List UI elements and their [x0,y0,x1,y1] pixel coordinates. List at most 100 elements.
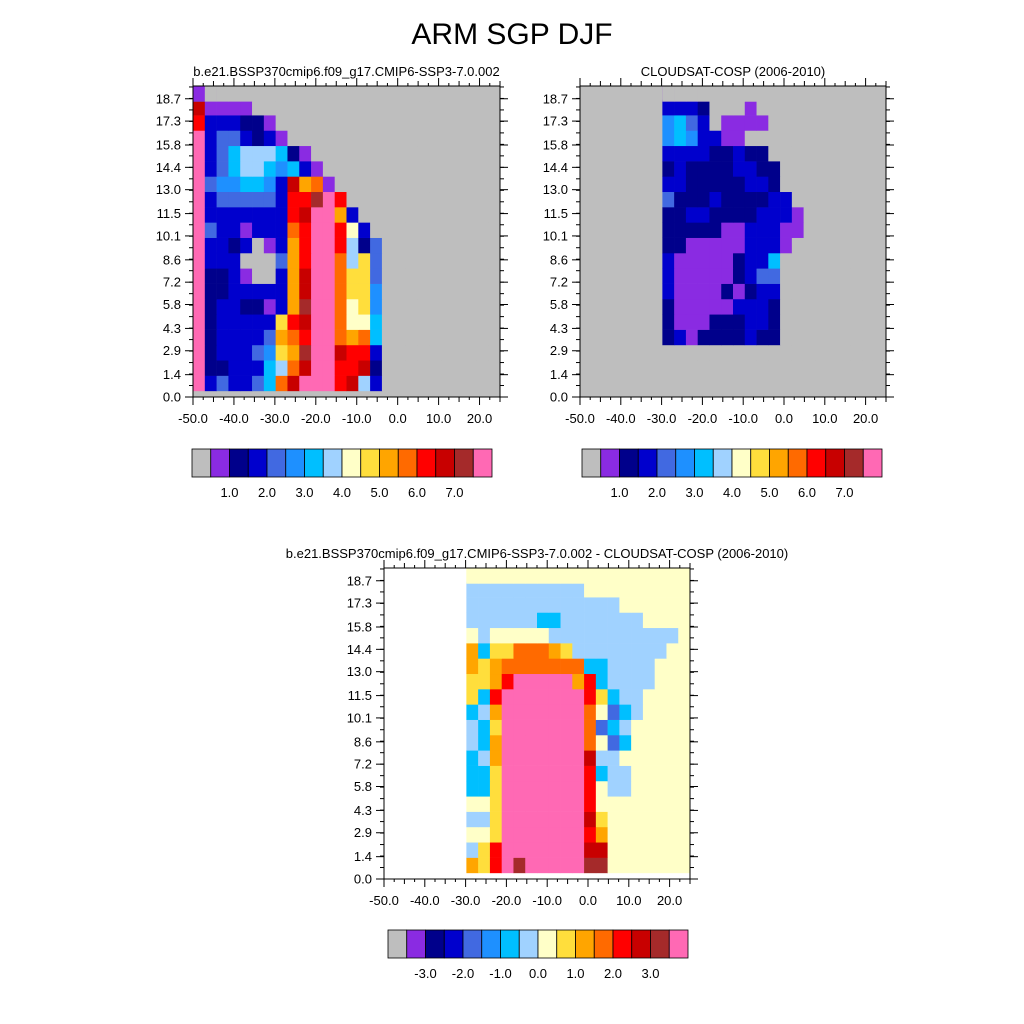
heatmap-cell [405,314,418,330]
heatmap-cell [370,375,383,392]
heatmap-cell [607,734,620,751]
heatmap-cell [501,842,514,858]
heatmap-cell [429,252,442,269]
heatmap-cell [346,298,359,315]
heatmap-cell [299,86,312,102]
heatmap-cell [791,86,804,102]
heatmap-cell [417,222,430,238]
heatmap-cell [440,161,454,177]
heatmap-cell [662,252,675,269]
heatmap-cell [417,99,430,116]
heatmap-cell [838,283,851,300]
heatmap-cell [697,268,710,284]
heatmap-cell [631,811,644,828]
heatmap-cell [417,360,430,376]
heatmap-cell [654,689,667,705]
heatmap-cell [674,191,687,208]
heatmap-cell [791,375,804,392]
heatmap-cell [311,191,324,208]
y-tick-label: 1.4 [550,367,568,382]
heatmap-cell [838,375,851,392]
heatmap-cell [560,597,573,613]
heatmap-cell [216,237,229,254]
heatmap-cell [560,780,573,797]
panel-title: CLOUDSAT-COSP (2006-2010) [641,64,825,79]
heatmap-cell [584,796,597,812]
heatmap-cell [744,237,757,254]
heatmap-cell [595,719,608,736]
heatmap-cell [193,329,206,346]
heatmap-cell [216,314,229,330]
colorbar-label: 1.0 [220,485,238,500]
heatmap-cell [252,161,265,177]
heatmap-cell [560,826,573,843]
y-tick-label: 2.9 [163,343,181,358]
heatmap-cell [685,268,698,284]
heatmap-cell [466,811,479,828]
colorbar-box [266,448,287,478]
heatmap-cell [478,796,491,812]
heatmap-cell [287,329,300,346]
heatmap-cell [452,298,465,315]
heatmap-cell [525,658,538,675]
x-tick-label: -30.0 [451,893,481,908]
heatmap-cell [405,298,418,315]
colorbar-box [631,929,651,959]
heatmap-cell [803,298,816,315]
heatmap-cell [299,130,312,147]
heatmap-cell [466,796,479,812]
heatmap-cell [489,597,502,613]
heatmap-cell [572,826,585,843]
heatmap-cell [548,719,561,736]
heatmap-cell [489,750,502,766]
heatmap-cell [666,704,679,720]
heatmap-cell [654,568,667,584]
heatmap-cell [489,568,502,584]
heatmap-cell [697,161,710,177]
heatmap-cell [263,314,276,330]
colorbar: 1.0 2.0 3.0 4.0 5.0 6.0 7.0 [191,448,493,500]
heatmap-cell [216,145,229,162]
heatmap-cell [584,826,597,843]
heatmap-cell [476,145,489,162]
colorbar-label: 1.0 [566,966,584,981]
heatmap-cell [662,237,675,254]
heatmap-cell [803,329,816,346]
heatmap-cell [642,796,655,812]
x-tick-label: -30.0 [647,411,677,426]
heatmap-cell [501,811,514,828]
heatmap-cell [803,268,816,284]
heatmap-cell [440,344,454,361]
heatmap-cell [595,842,608,858]
heatmap-cell [501,597,514,613]
heatmap-cell [662,268,675,284]
heatmap-cell [642,826,655,843]
heatmap-cell [733,222,746,238]
heatmap-cell [619,612,632,629]
heatmap-cell [240,161,253,177]
heatmap-cell [252,86,265,102]
heatmap-cell [537,581,550,598]
y-tick-label: 0.0 [354,872,372,887]
heatmap-cell [322,130,335,147]
colorbar-box [454,448,474,478]
heatmap-cell [489,734,502,751]
heatmap-cell [466,673,479,690]
heatmap-cell [827,161,840,177]
heatmap-cell [756,130,769,147]
heatmap-cell [358,222,371,238]
heatmap-cell [862,99,875,116]
heatmap-cell [838,86,851,102]
heatmap-cell [874,207,887,223]
heatmap-cell [252,145,265,162]
heatmap-cell [393,222,406,238]
heatmap-cell [697,145,710,162]
heatmap-cell [240,344,253,361]
heatmap-cell [827,268,840,284]
heatmap-cell [381,237,395,254]
heatmap-cell [756,86,769,102]
heatmap-cell [311,176,324,193]
heatmap-cell [838,145,851,162]
heatmap-cell [440,191,454,208]
heatmap-cell [862,86,875,102]
